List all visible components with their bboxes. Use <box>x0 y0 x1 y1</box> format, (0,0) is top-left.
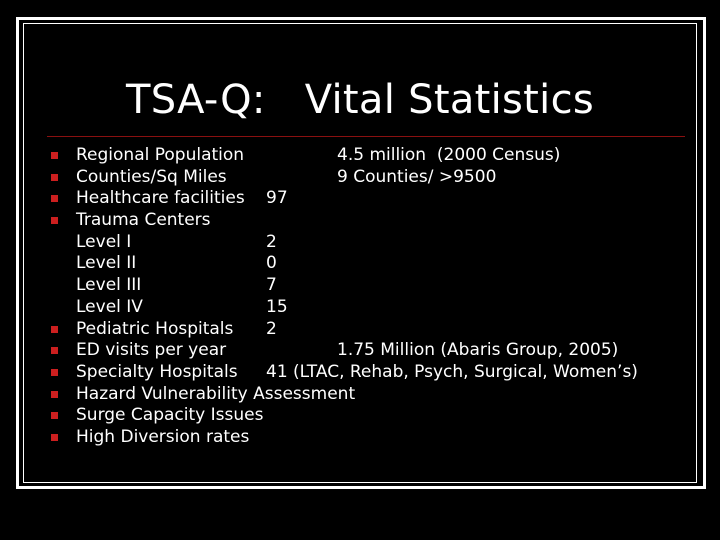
item-label: ED visits per year <box>76 340 227 361</box>
list-item: Healthcare facilities 97 <box>0 188 720 210</box>
list-item: High Diversion rates <box>0 427 720 449</box>
square-bullet-icon <box>51 195 58 203</box>
item-value: 2 <box>266 231 277 252</box>
item-label: Surge Capacity Issues <box>76 405 264 426</box>
item-note: 4.5 million (2000 Census) <box>337 145 561 165</box>
list-item: Pediatric Hospitals 2 <box>0 319 720 341</box>
item-note: 9 Counties/ >9500 <box>337 166 497 187</box>
square-bullet-icon <box>51 173 58 181</box>
item-label: High Diversion rates <box>76 426 250 447</box>
square-bullet-icon <box>51 325 58 333</box>
item-label: Pediatric Hospitals <box>76 318 234 339</box>
item-label: Specialty Hospitals <box>76 361 238 382</box>
list-item: Hazard Vulnerability Assessment <box>0 384 720 406</box>
slide-title: TSA-Q: Vital Statistics <box>125 77 595 123</box>
item-label: Level III <box>76 275 142 296</box>
item-value: 41 (LTAC, Rehab, Psych, Surgical, Women’… <box>266 361 638 382</box>
slide-frame-inner <box>23 23 697 483</box>
list-item: Level III 7 <box>0 275 720 297</box>
item-label: Trauma Centers <box>76 210 211 231</box>
statistics-list: Regional Population 4.5 million (2000 Cen… <box>0 145 720 449</box>
item-value: 97 <box>266 188 288 209</box>
item-value: 15 <box>266 296 288 317</box>
square-bullet-icon <box>51 368 58 376</box>
list-item: Trauma Centers <box>0 210 720 232</box>
square-bullet-icon <box>51 217 58 225</box>
square-bullet-icon <box>51 433 58 441</box>
item-label: Hazard Vulnerability Assessment <box>76 383 356 404</box>
square-bullet-icon <box>51 152 58 159</box>
list-item: Level I 2 <box>0 232 720 254</box>
list-item: Regional Population 4.5 million (2000 Cen… <box>0 145 720 167</box>
item-label: Level IV <box>76 296 143 317</box>
item-note: 1.75 Million (Abaris Group, 2005) <box>337 340 619 361</box>
item-label: Healthcare facilities <box>76 188 245 209</box>
item-label: Level I <box>76 231 132 252</box>
item-label: Counties/Sq Miles <box>76 166 227 187</box>
list-item: Counties/Sq Miles 9 Counties/ >9500 <box>0 167 720 189</box>
list-item: Level II 0 <box>0 253 720 275</box>
square-bullet-icon <box>51 390 58 398</box>
item-label: Regional Population <box>76 145 245 165</box>
square-bullet-icon <box>51 412 58 420</box>
slide-frame-outer <box>16 17 706 489</box>
title-divider <box>47 136 685 137</box>
list-item: ED visits per year 1.75 Million (Abaris G… <box>0 340 720 362</box>
list-item: Surge Capacity Issues <box>0 405 720 427</box>
square-bullet-icon <box>51 347 58 355</box>
item-label: Level II <box>76 253 137 274</box>
list-item: Level IV 15 <box>0 297 720 319</box>
item-value: 2 <box>266 318 277 339</box>
list-item: Specialty Hospitals 41 (LTAC, Rehab, Psyc… <box>0 362 720 384</box>
item-value: 7 <box>266 275 277 296</box>
item-value: 0 <box>266 253 277 274</box>
